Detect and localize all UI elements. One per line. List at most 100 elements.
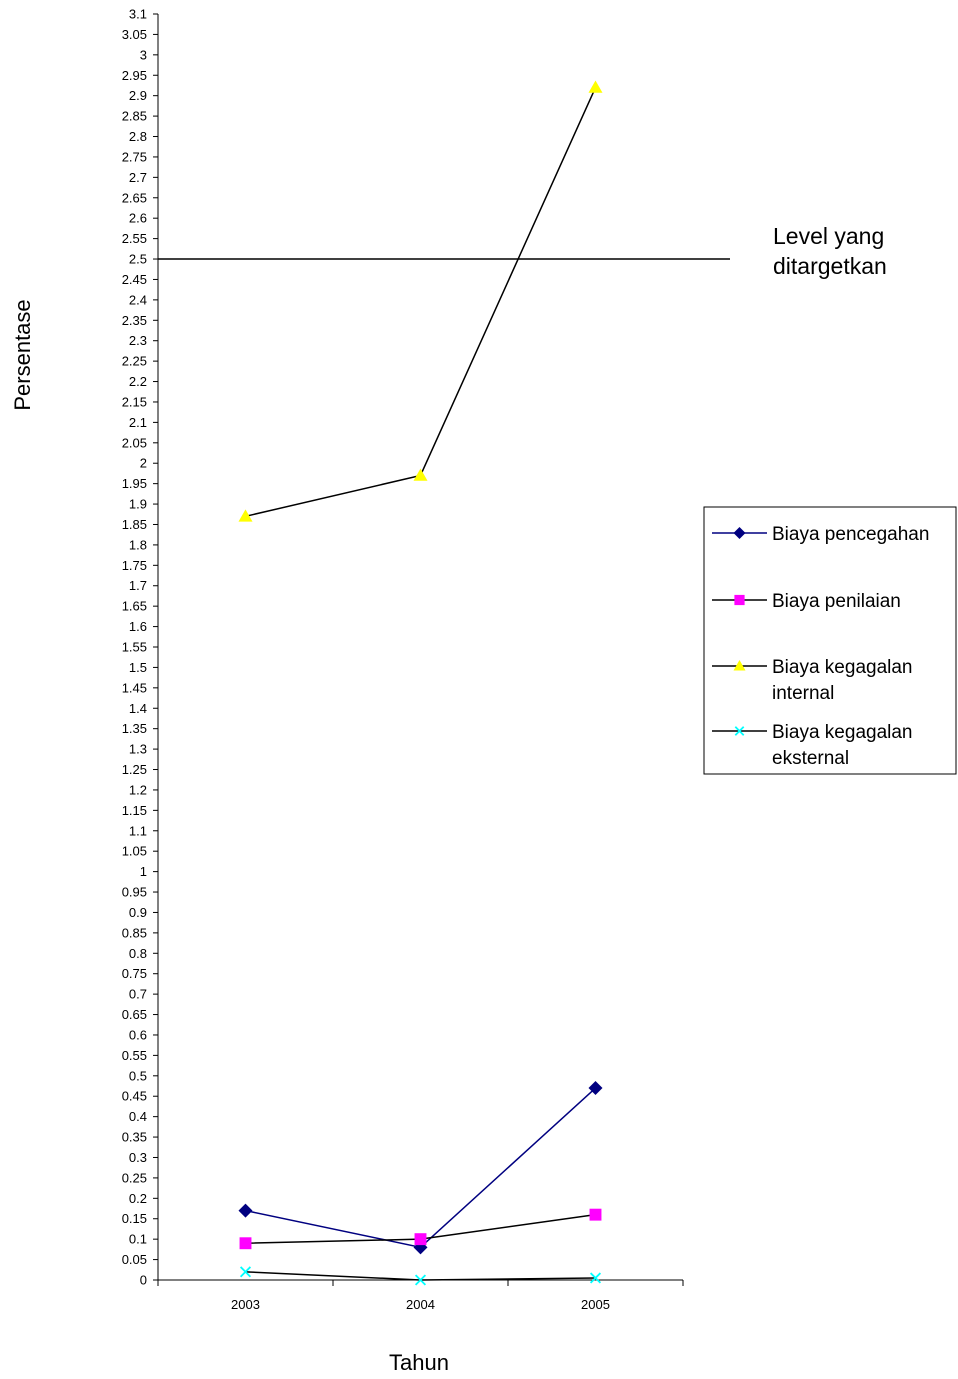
legend-marker — [733, 527, 746, 539]
x-tick-label: 2005 — [581, 1297, 610, 1312]
legend-label-line: eksternal — [772, 748, 849, 769]
legend: Biaya pencegahan Biaya penilaian Biaya keg… — [703, 506, 957, 775]
y-tick-label: 2.65 — [122, 190, 147, 205]
y-tick-label: 3 — [140, 47, 147, 62]
y-tick-label: 1.8 — [129, 537, 147, 552]
y-tick-label: 1.1 — [129, 823, 147, 838]
data-point — [239, 1266, 252, 1278]
y-tick-label: 2.85 — [122, 109, 147, 124]
legend-label: Biaya kegagalan eksternal — [772, 722, 913, 769]
legend-box — [703, 506, 957, 775]
legend-marker — [734, 594, 745, 606]
y-tick-label: 0.75 — [122, 966, 147, 981]
y-tick-label: 0.95 — [122, 885, 147, 900]
y-tick-label: 2.2 — [129, 374, 147, 389]
y-tick-label: 0.45 — [122, 1089, 147, 1104]
data-point — [414, 1274, 427, 1286]
y-tick-label: 1.75 — [122, 558, 147, 573]
y-tick-label: 0.05 — [122, 1252, 147, 1267]
legend-entry: Biaya pencegahan — [712, 524, 929, 545]
y-tick-label: 2.5 — [129, 252, 147, 267]
y-tick-label: 0.35 — [122, 1130, 147, 1145]
series-line — [245, 87, 597, 518]
y-tick-label: 1.05 — [122, 844, 147, 859]
marker-stroke — [239, 1266, 252, 1278]
marker-stroke — [734, 726, 745, 736]
y-tick-label: 0.4 — [129, 1109, 147, 1124]
y-tick-label: 2.75 — [122, 149, 147, 164]
x-axis-ticks: 2003 2004 2005 — [157, 1280, 684, 1312]
y-tick-label: 2.6 — [129, 211, 147, 226]
legend-label: Biaya kegagalan internal — [772, 657, 913, 704]
y-tick-label: 0.85 — [122, 925, 147, 940]
y-tick-label: 2.15 — [122, 394, 147, 409]
data-point — [239, 1237, 252, 1250]
y-tick-label: 1.35 — [122, 721, 147, 736]
y-tick-label: 1.65 — [122, 599, 147, 614]
y-tick-label: 0.55 — [122, 1048, 147, 1063]
data-point — [588, 1081, 603, 1096]
x-tick-label: 2004 — [406, 1297, 435, 1312]
legend-marker — [734, 726, 745, 736]
legend-label-line: internal — [772, 683, 834, 704]
data-point — [589, 1272, 602, 1284]
y-tick-label: 2.55 — [122, 231, 147, 246]
series-1 — [238, 1081, 603, 1255]
series-3 — [238, 80, 603, 522]
y-tick-label: 0 — [140, 1273, 147, 1288]
y-tick-label: 2.1 — [129, 415, 147, 430]
y-tick-label: 0.25 — [122, 1170, 147, 1185]
y-tick-label: 1.9 — [129, 497, 147, 512]
marker-stroke — [414, 1274, 427, 1286]
y-tick-label: 2 — [140, 456, 147, 471]
target-level: Level yang ditargetkan — [158, 223, 887, 279]
x-axis-title: Tahun — [389, 1350, 449, 1375]
target-level-label-line1: Level yang — [773, 223, 884, 249]
series-4 — [239, 1266, 602, 1286]
y-tick-label: 1.25 — [122, 762, 147, 777]
y-tick-label: 2.45 — [122, 272, 147, 287]
y-tick-label: 0.7 — [129, 987, 147, 1002]
y-tick-label: 0.5 — [129, 1068, 147, 1083]
y-tick-label: 2.8 — [129, 129, 147, 144]
legend-entry: Biaya kegagalan eksternal — [712, 722, 913, 769]
y-tick-label: 2.3 — [129, 333, 147, 348]
y-tick-label: 2.35 — [122, 313, 147, 328]
data-point — [413, 468, 428, 481]
y-tick-label: 0.1 — [129, 1232, 147, 1247]
y-tick-label: 1.2 — [129, 782, 147, 797]
legend-marker — [733, 660, 746, 671]
y-axis-ticks: 0 0.05 0.1 0.15 0.2 0.25 0.3 0.35 0.4 0.45 0.5 0.55… — [122, 7, 158, 1288]
y-tick-label: 0.15 — [122, 1211, 147, 1226]
y-tick-label: 1.7 — [129, 578, 147, 593]
y-tick-label: 1.4 — [129, 701, 147, 716]
legend-label-line: Biaya kegagalan — [772, 722, 913, 743]
data-point — [238, 1203, 253, 1218]
series-2 — [239, 1208, 602, 1250]
legend-entry: Biaya penilaian — [712, 591, 901, 612]
x-tick-label: 2003 — [231, 1297, 260, 1312]
y-tick-label: 1.95 — [122, 476, 147, 491]
y-tick-label: 1.5 — [129, 660, 147, 675]
data-point — [589, 1208, 602, 1221]
series-group — [238, 80, 603, 1286]
y-tick-label: 0.2 — [129, 1191, 147, 1206]
y-tick-label: 0.9 — [129, 905, 147, 920]
y-tick-label: 2.4 — [129, 292, 147, 307]
y-tick-label: 1.15 — [122, 803, 147, 818]
y-tick-label: 2.95 — [122, 68, 147, 83]
y-tick-label: 1.55 — [122, 640, 147, 655]
y-tick-label: 1.85 — [122, 517, 147, 532]
data-point — [414, 1233, 427, 1246]
y-tick-label: 0.65 — [122, 1007, 147, 1022]
legend-label: Biaya penilaian — [772, 591, 901, 612]
y-tick-label: 3.1 — [129, 7, 147, 22]
y-tick-label: 2.25 — [122, 354, 147, 369]
y-tick-label: 2.9 — [129, 88, 147, 103]
legend-entry: Biaya kegagalan internal — [712, 657, 913, 704]
y-tick-label: 3.05 — [122, 27, 147, 42]
y-tick-label: 1.3 — [129, 742, 147, 757]
y-tick-label: 1.6 — [129, 619, 147, 634]
y-tick-label: 0.3 — [129, 1150, 147, 1165]
y-tick-label: 2.7 — [129, 170, 147, 185]
